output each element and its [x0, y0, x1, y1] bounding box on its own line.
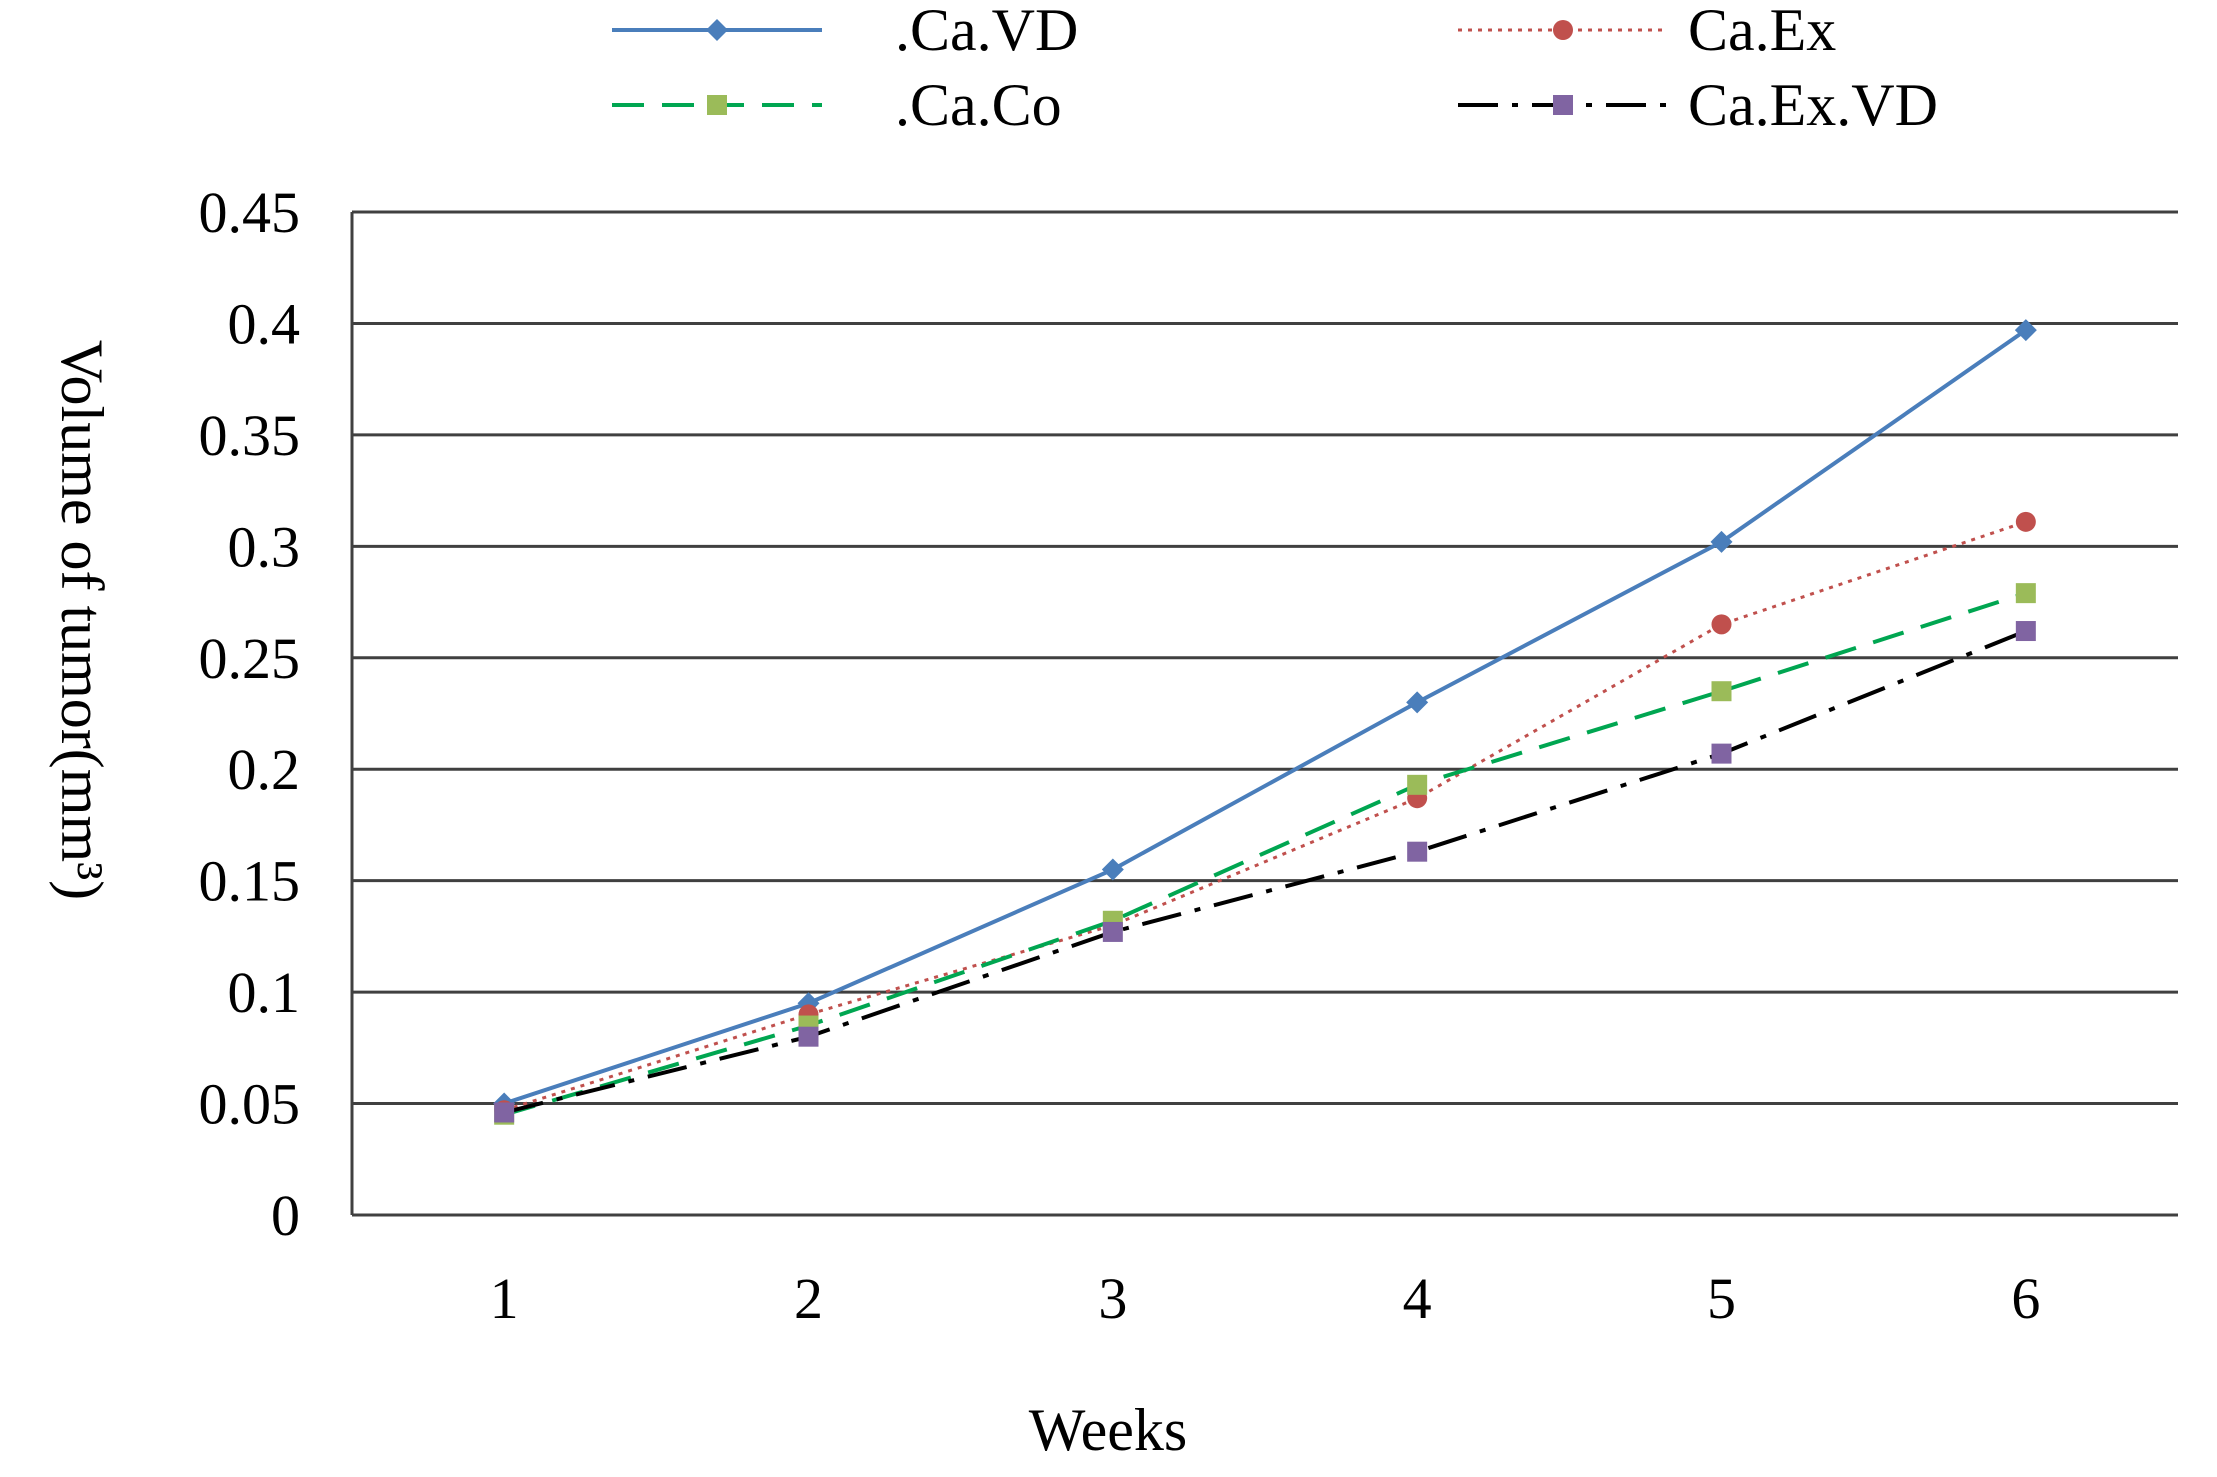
data-point [1101, 858, 1124, 881]
gridlines [350, 210, 2178, 1217]
series-lines [493, 319, 2037, 1125]
x-tick-label: 3 [1098, 1266, 1127, 1331]
legend-entry: Ca.Ex [1458, 0, 1836, 63]
legend-marker [707, 95, 727, 115]
series-4 [494, 621, 2036, 1123]
x-tick-label: 4 [1403, 1266, 1432, 1331]
data-point [1710, 530, 1733, 553]
y-tick-label: 0.3 [228, 514, 301, 579]
x-tick-label: 1 [490, 1266, 519, 1331]
y-tick-label: 0.45 [199, 180, 301, 245]
data-point [1407, 774, 1428, 795]
series-line [503, 629, 2027, 1115]
series-3 [494, 583, 2036, 1125]
series-line [503, 328, 2027, 1106]
x-axis-title: Weeks [1029, 1397, 1187, 1463]
legend-label: Ca.Ex.VD [1688, 72, 1938, 138]
legend-marker [706, 19, 728, 41]
legend: .Ca.VD Ca.Ex .Ca.Co Ca.Ex.VD [612, 0, 1938, 138]
data-point [2015, 511, 2036, 532]
x-tick-label: 6 [2011, 1266, 2040, 1331]
y-tick-label: 0 [271, 1183, 300, 1248]
legend-label: .Ca.Co [895, 72, 1062, 138]
data-point [1711, 681, 1732, 702]
legend-entry: .Ca.Co [612, 72, 1062, 138]
y-tick-label: 0.05 [199, 1072, 301, 1137]
legend-entry: .Ca.VD [612, 0, 1078, 63]
data-point [1102, 921, 1123, 942]
series-line [503, 591, 2027, 1117]
legend-label: Ca.Ex [1688, 0, 1836, 63]
x-tick-labels: 1 2 3 4 5 6 [490, 1266, 2041, 1331]
y-tick-label: 0.4 [228, 291, 301, 356]
y-tick-label: 0.25 [199, 626, 301, 691]
x-tick-label: 5 [1707, 1266, 1736, 1331]
legend-entry: Ca.Ex.VD [1458, 72, 1938, 138]
data-point [798, 1026, 819, 1047]
y-tick-label: 0.15 [199, 849, 301, 914]
y-tick-label: 0.2 [228, 737, 301, 802]
y-tick-label: 0.35 [199, 403, 301, 468]
series-1 [493, 319, 2037, 1115]
data-point [2015, 583, 2036, 604]
y-axis-title: Volume of tumor(mm³) [49, 340, 115, 900]
series-line [503, 520, 2027, 1112]
data-point [2014, 319, 2037, 342]
y-tick-labels: 0 0.05 0.1 0.15 0.2 0.25 0.3 0.35 0.4 0.45 [199, 180, 301, 1248]
legend-label: .Ca.VD [895, 0, 1078, 63]
data-point [1711, 614, 1732, 635]
data-point [494, 1102, 515, 1123]
data-point [1407, 841, 1428, 862]
legend-marker [1553, 95, 1573, 115]
data-point [1711, 743, 1732, 764]
data-point [2015, 621, 2036, 642]
x-tick-label: 2 [794, 1266, 823, 1331]
legend-marker [1553, 20, 1573, 40]
y-tick-label: 0.1 [228, 960, 301, 1025]
data-point [1406, 691, 1429, 714]
